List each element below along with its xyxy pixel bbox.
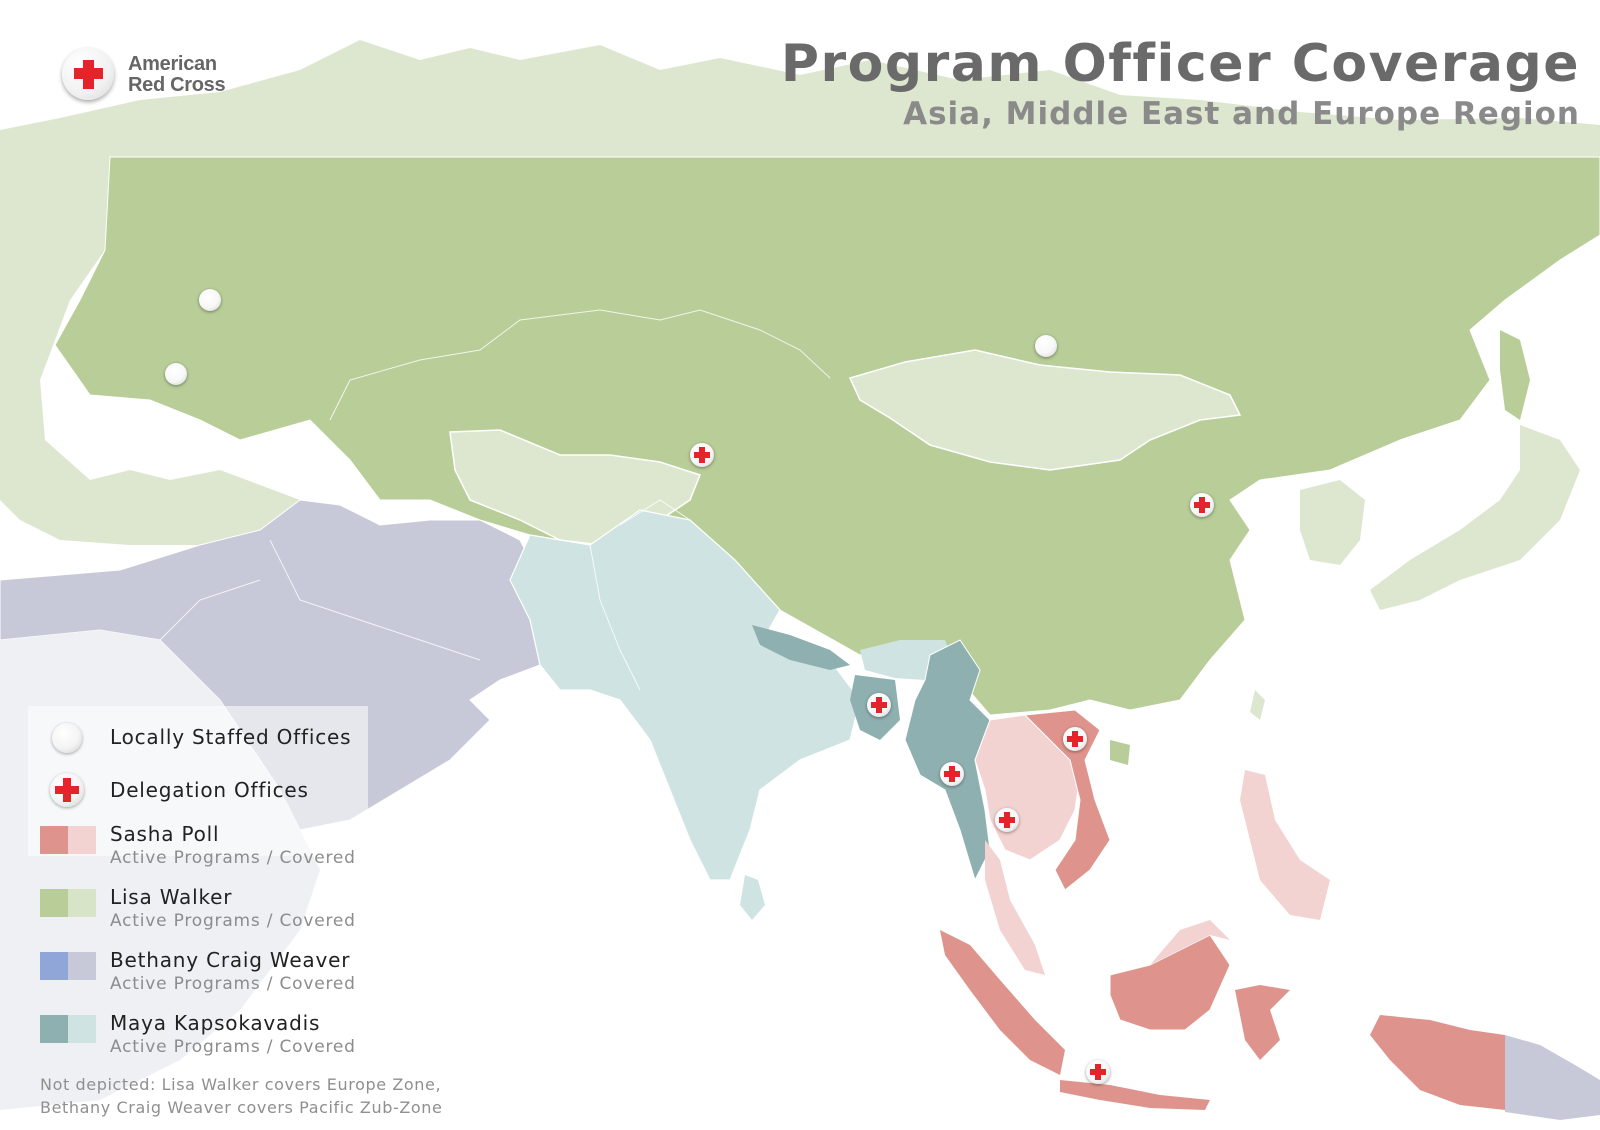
legend-officer-sub: Active Programs / Covered [110,911,356,931]
delegation-office-marker [867,693,891,717]
locally-staffed-office-marker [165,363,187,385]
page-title: Program Officer Coverage [780,34,1580,94]
red-cross-logo: American Red Cross [62,48,252,108]
korea-covered-region [1300,480,1365,565]
footnote: Not depicted: Lisa Walker covers Europe … [40,1073,520,1119]
taiwan-covered-region [1250,690,1265,720]
legend-officer-name: Bethany Craig Weaver [110,948,351,972]
papua-active-region [1370,1015,1505,1110]
java-active-region [1060,1080,1210,1110]
locally-staffed-office-marker [199,289,221,311]
south-asia-covered-region [509,509,861,881]
sulawesi-active-region [1235,985,1290,1060]
bethany-active-swatch [40,952,68,980]
sakhalin-active-region [1500,330,1530,420]
delegation-office-icon [50,773,84,807]
sri-lanka-covered-region [740,875,765,920]
delegation-office-marker [1063,727,1087,751]
border-lines [159,309,831,691]
legend-officer-sub: Active Programs / Covered [110,974,356,994]
sasha-covered-swatch [68,826,96,854]
legend-delegation-label: Delegation Offices [110,778,309,802]
page-subtitle: Asia, Middle East and Europe Region [903,96,1580,132]
lisa-covered-swatch [68,889,96,917]
hainan-active-region [1110,740,1130,765]
sasha-active-swatch [40,826,68,854]
bethany-covered-swatch [68,952,96,980]
red-cross-emblem-icon [62,48,114,100]
legend-officer-name: Lisa Walker [110,885,233,909]
legend-officer-sub: Active Programs / Covered [110,1037,356,1057]
delegation-office-marker [690,443,714,467]
legend-officer-name: Maya Kapsokavadis [110,1011,321,1035]
japan-covered-region [1370,425,1580,610]
maya-covered-swatch [68,1015,96,1043]
borneo-north-covered-region [1150,920,1230,965]
delegation-office-marker [1086,1060,1110,1084]
philippines-covered-region [1240,770,1330,920]
arctic-coast-region [0,40,1600,157]
legend-officer-name: Sasha Poll [110,822,220,846]
locally-staffed-office-marker [1035,335,1057,357]
vietnam-active-region [1023,709,1111,891]
logo-name: American Red Cross [128,53,226,96]
sumatra-active-region [940,930,1065,1075]
myanmar-active-region [904,639,991,882]
delegation-office-marker [940,762,964,786]
delegation-office-marker [995,808,1019,832]
mongolia-covered-region [848,349,1242,471]
delegation-office-marker [1190,493,1214,517]
nepal-active-region [752,625,850,670]
footnote-line: Bethany Craig Weaver covers Pacific Zub-… [40,1098,443,1117]
locally-staffed-office-icon [52,723,82,753]
europe-covered-region [0,157,300,545]
lisa-active-swatch [40,889,68,917]
legend-locally-staffed-label: Locally Staffed Offices [110,725,352,749]
legend-officer-sub: Active Programs / Covered [110,848,356,868]
papua-new-guinea-covered-region [1505,1035,1600,1120]
footnote-line: Not depicted: Lisa Walker covers Europe … [40,1075,442,1094]
malay-peninsula-covered-region [985,840,1045,975]
maya-active-swatch [40,1015,68,1043]
